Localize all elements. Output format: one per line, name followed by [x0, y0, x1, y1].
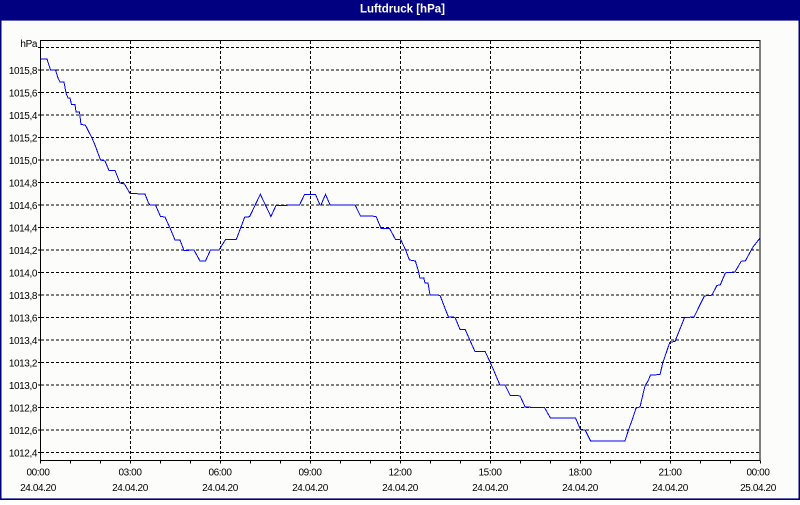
svg-text:24.04.20: 24.04.20 — [202, 483, 239, 494]
svg-text:1015,2: 1015,2 — [9, 134, 38, 145]
svg-text:00:00: 00:00 — [26, 468, 50, 479]
svg-text:06:00: 06:00 — [208, 468, 232, 479]
svg-text:21:00: 21:00 — [658, 468, 682, 479]
svg-text:1015,0: 1015,0 — [9, 156, 38, 167]
svg-text:09:00: 09:00 — [298, 468, 322, 479]
svg-text:1013,4: 1013,4 — [9, 336, 38, 347]
svg-text:1012,8: 1012,8 — [9, 404, 38, 415]
svg-text:24.04.20: 24.04.20 — [652, 483, 689, 494]
svg-text:25.04.20: 25.04.20 — [740, 483, 777, 494]
svg-text:1015,4: 1015,4 — [9, 111, 38, 122]
svg-text:1014,0: 1014,0 — [9, 269, 38, 280]
svg-text:1015,8: 1015,8 — [9, 66, 38, 77]
svg-text:24.04.20: 24.04.20 — [382, 483, 419, 494]
svg-text:24.04.20: 24.04.20 — [562, 483, 599, 494]
svg-text:24.04.20: 24.04.20 — [20, 483, 57, 494]
svg-text:24.04.20: 24.04.20 — [472, 483, 509, 494]
svg-text:18:00: 18:00 — [568, 468, 592, 479]
svg-text:1012,4: 1012,4 — [9, 449, 38, 460]
svg-text:1013,8: 1013,8 — [9, 291, 38, 302]
svg-text:1015,6: 1015,6 — [9, 89, 38, 100]
svg-text:hPa: hPa — [20, 39, 37, 50]
svg-text:1014,2: 1014,2 — [9, 246, 38, 257]
svg-text:15:00: 15:00 — [478, 468, 502, 479]
svg-text:1013,6: 1013,6 — [9, 314, 38, 325]
svg-text:1014,8: 1014,8 — [9, 179, 38, 190]
svg-text:1014,6: 1014,6 — [9, 201, 38, 212]
svg-text:03:00: 03:00 — [118, 468, 142, 479]
svg-text:1013,2: 1013,2 — [9, 359, 38, 370]
svg-text:1014,4: 1014,4 — [9, 224, 38, 235]
svg-text:1013,0: 1013,0 — [9, 381, 38, 392]
svg-text:00:00: 00:00 — [746, 468, 770, 479]
svg-text:Luftdruck [hPa]: Luftdruck [hPa] — [360, 4, 445, 16]
svg-text:24.04.20: 24.04.20 — [292, 483, 329, 494]
svg-text:12:00: 12:00 — [388, 468, 412, 479]
svg-text:1012,6: 1012,6 — [9, 426, 38, 437]
svg-text:24.04.20: 24.04.20 — [112, 483, 149, 494]
